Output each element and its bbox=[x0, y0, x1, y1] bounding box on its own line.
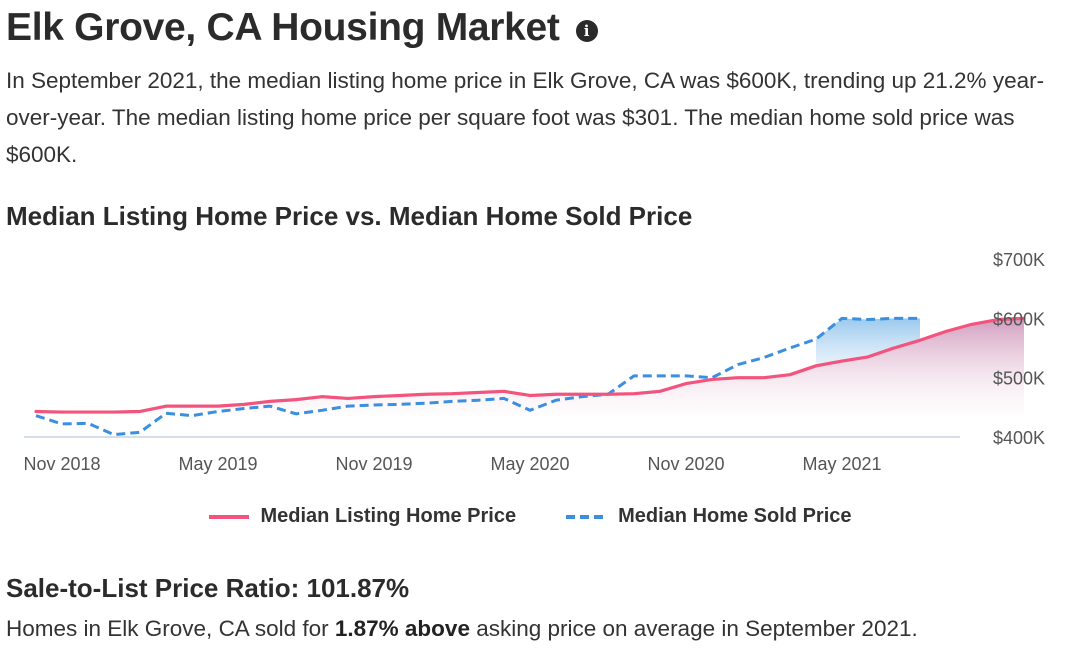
page-title: Elk Grove, CA Housing Market bbox=[6, 6, 560, 49]
ratio-text-bold: 1.87% above bbox=[334, 616, 470, 641]
x-tick-label: Nov 2019 bbox=[335, 454, 412, 474]
y-tick-label: $400K bbox=[993, 428, 1045, 448]
y-tick-label: $700K bbox=[993, 250, 1045, 270]
x-tick-label: May 2019 bbox=[178, 454, 257, 474]
ratio-title: Sale-to-List Price Ratio: 101.87% bbox=[6, 573, 410, 603]
ratio-text-after: asking price on average in September 202… bbox=[469, 616, 918, 641]
x-tick-label: May 2020 bbox=[490, 454, 569, 474]
sold-above-area bbox=[816, 318, 920, 366]
listing-area bbox=[36, 318, 1024, 416]
x-tick-label: May 2021 bbox=[802, 454, 881, 474]
market-summary: In September 2021, the median listing ho… bbox=[6, 68, 1045, 167]
y-tick-label: $500K bbox=[993, 369, 1045, 389]
chart-title: Median Listing Home Price vs. Median Hom… bbox=[6, 201, 693, 231]
legend-swatch-listing bbox=[208, 514, 249, 519]
legend-label-listing: Median Listing Home Price bbox=[260, 505, 517, 527]
legend-item-listing[interactable]: Median Listing Home Price bbox=[208, 505, 517, 528]
series-line-listing bbox=[34, 316, 1026, 414]
series-line-sold bbox=[35, 316, 920, 437]
ratio-text-before: Homes in Elk Grove, CA sold for bbox=[6, 616, 335, 641]
title-row: Elk Grove, CA Housing Market i bbox=[6, 6, 598, 50]
x-tick-label: Nov 2018 bbox=[23, 454, 100, 474]
price-chart: $400K $500K $600K $700K Nov 2018 May 2019 Nov … bbox=[23, 250, 1045, 474]
y-tick-label: $600K bbox=[993, 309, 1045, 329]
legend-item-sold[interactable]: Median Home Sold Price bbox=[566, 505, 852, 528]
chart-legend: Median Listing Home Price Median Home So… bbox=[0, 505, 1060, 528]
x-tick-label: Nov 2020 bbox=[647, 454, 724, 474]
ratio-text: Homes in Elk Grove, CA sold for 1.87% ab… bbox=[6, 616, 918, 642]
legend-label-sold: Median Home Sold Price bbox=[618, 505, 852, 527]
info-icon[interactable]: i bbox=[575, 20, 598, 42]
legend-swatch-sold bbox=[566, 514, 607, 519]
